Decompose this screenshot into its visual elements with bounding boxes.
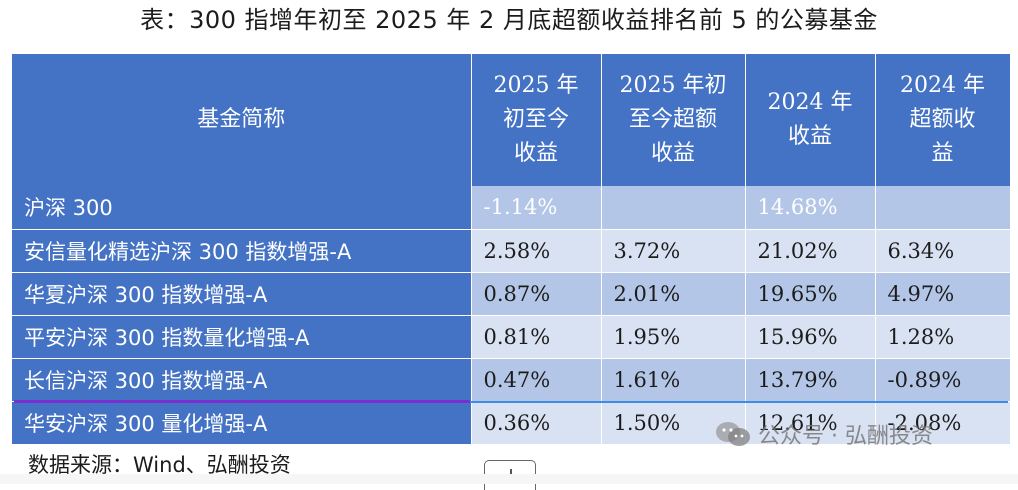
excess-2024-cell — [875, 186, 1011, 230]
table-row-benchmark: 沪深 300 -1.14% 14.68% — [12, 186, 1011, 230]
ytd-excess-cell: 1.61% — [601, 358, 746, 402]
header-line: 收益 — [513, 141, 558, 166]
fund-name-cell: 沪深 300 — [12, 186, 472, 230]
fund-name-cell: 安信量化精选沪深 300 指数增强-A — [12, 229, 472, 273]
header-line: 2024 年 — [767, 90, 853, 115]
bottom-band — [0, 474, 1018, 484]
source-note: 数据来源：Wind、弘酬投资 — [28, 453, 291, 477]
ytd-excess-cell: 3.72% — [601, 229, 746, 273]
ytd-excess-cell: 1.95% — [601, 315, 746, 359]
fund-ranking-table: 基金简称 2025 年 初至今 收益 2025 年初 至今超额 收益 2024 … — [12, 54, 1011, 445]
return-2024-cell: 12.61% — [745, 401, 876, 445]
header-line: 2025 年初 — [619, 73, 727, 98]
selection-line — [14, 400, 470, 403]
table-row: 华夏沪深 300 指数增强-A 0.87% 2.01% 19.65% 4.97% — [12, 272, 1011, 316]
header-line: 收益 — [650, 141, 695, 166]
excess-2024-cell: 1.28% — [875, 315, 1011, 359]
ytd-return-cell: 0.47% — [471, 358, 602, 402]
fund-name-cell: 长信沪深 300 指数增强-A — [12, 358, 472, 402]
watermark: 公众号 · 弘酬投资 — [714, 418, 933, 450]
return-2024-cell: 15.96% — [745, 315, 876, 359]
header-line: 超额收 — [909, 107, 976, 132]
header-line: 2024 年 — [900, 73, 985, 98]
return-2024-cell: 19.65% — [745, 272, 876, 316]
header-line: 2025 年 — [493, 73, 579, 98]
fund-name-cell: 平安沪深 300 指数量化增强-A — [12, 315, 472, 359]
return-2024-cell: 13.79% — [745, 358, 876, 402]
header-2024-return: 2024 年 收益 — [745, 54, 876, 186]
fund-name-cell: 华夏沪深 300 指数增强-A — [12, 272, 472, 316]
return-2024-cell: 14.68% — [745, 186, 876, 230]
return-2024-cell: 21.02% — [745, 229, 876, 273]
ytd-return-cell: -1.14% — [471, 186, 602, 230]
header-fund-name: 基金简称 — [12, 54, 472, 186]
excess-2024-cell: 6.34% — [875, 229, 1011, 273]
header-2025-ytd-excess: 2025 年初 至今超额 收益 — [601, 54, 746, 186]
header-2024-excess: 2024 年 超额收 益 — [875, 54, 1011, 186]
page-title: 表：300 指增年初至 2025 年 2 月底超额收益排名前 5 的公募基金 — [140, 6, 878, 34]
header-line: 初至今 — [502, 107, 569, 132]
table-row: 平安沪深 300 指数量化增强-A 0.81% 1.95% 15.96% 1.2… — [12, 315, 1011, 359]
fund-name-cell: 华安沪深 300 量化增强-A — [12, 401, 472, 445]
watermark-text: 公众号 · 弘酬投资 — [758, 424, 933, 449]
table-row: 安信量化精选沪深 300 指数增强-A 2.58% 3.72% 21.02% 6… — [12, 229, 1011, 273]
ytd-return-cell: 0.36% — [471, 401, 602, 445]
header-line: 益 — [931, 141, 954, 166]
header-line: 收益 — [787, 124, 832, 149]
excess-2024-cell: -0.89% — [875, 358, 1011, 402]
ytd-return-cell: 0.87% — [471, 272, 602, 316]
header-line: 基金简称 — [197, 107, 286, 132]
ytd-excess-cell — [601, 186, 746, 230]
excess-2024-cell: -2.08% — [875, 401, 1011, 445]
selection-line-accent — [470, 401, 1008, 403]
table-header-row: 基金简称 2025 年 初至今 收益 2025 年初 至今超额 收益 2024 … — [12, 54, 1011, 186]
ytd-return-cell: 2.58% — [471, 229, 602, 273]
ytd-excess-cell: 2.01% — [601, 272, 746, 316]
table-row: 华安沪深 300 量化增强-A 0.36% 1.50% 12.61% -2.08… — [12, 401, 1011, 445]
wechat-icon — [716, 422, 750, 446]
table-row: 长信沪深 300 指数增强-A 0.47% 1.61% 13.79% -0.89… — [12, 358, 1011, 402]
ytd-excess-cell: 1.50% — [601, 401, 746, 445]
excess-2024-cell: 4.97% — [875, 272, 1011, 316]
ytd-return-cell: 0.81% — [471, 315, 602, 359]
header-2025-ytd-return: 2025 年 初至今 收益 — [471, 54, 602, 186]
header-line: 至今超额 — [628, 107, 717, 132]
